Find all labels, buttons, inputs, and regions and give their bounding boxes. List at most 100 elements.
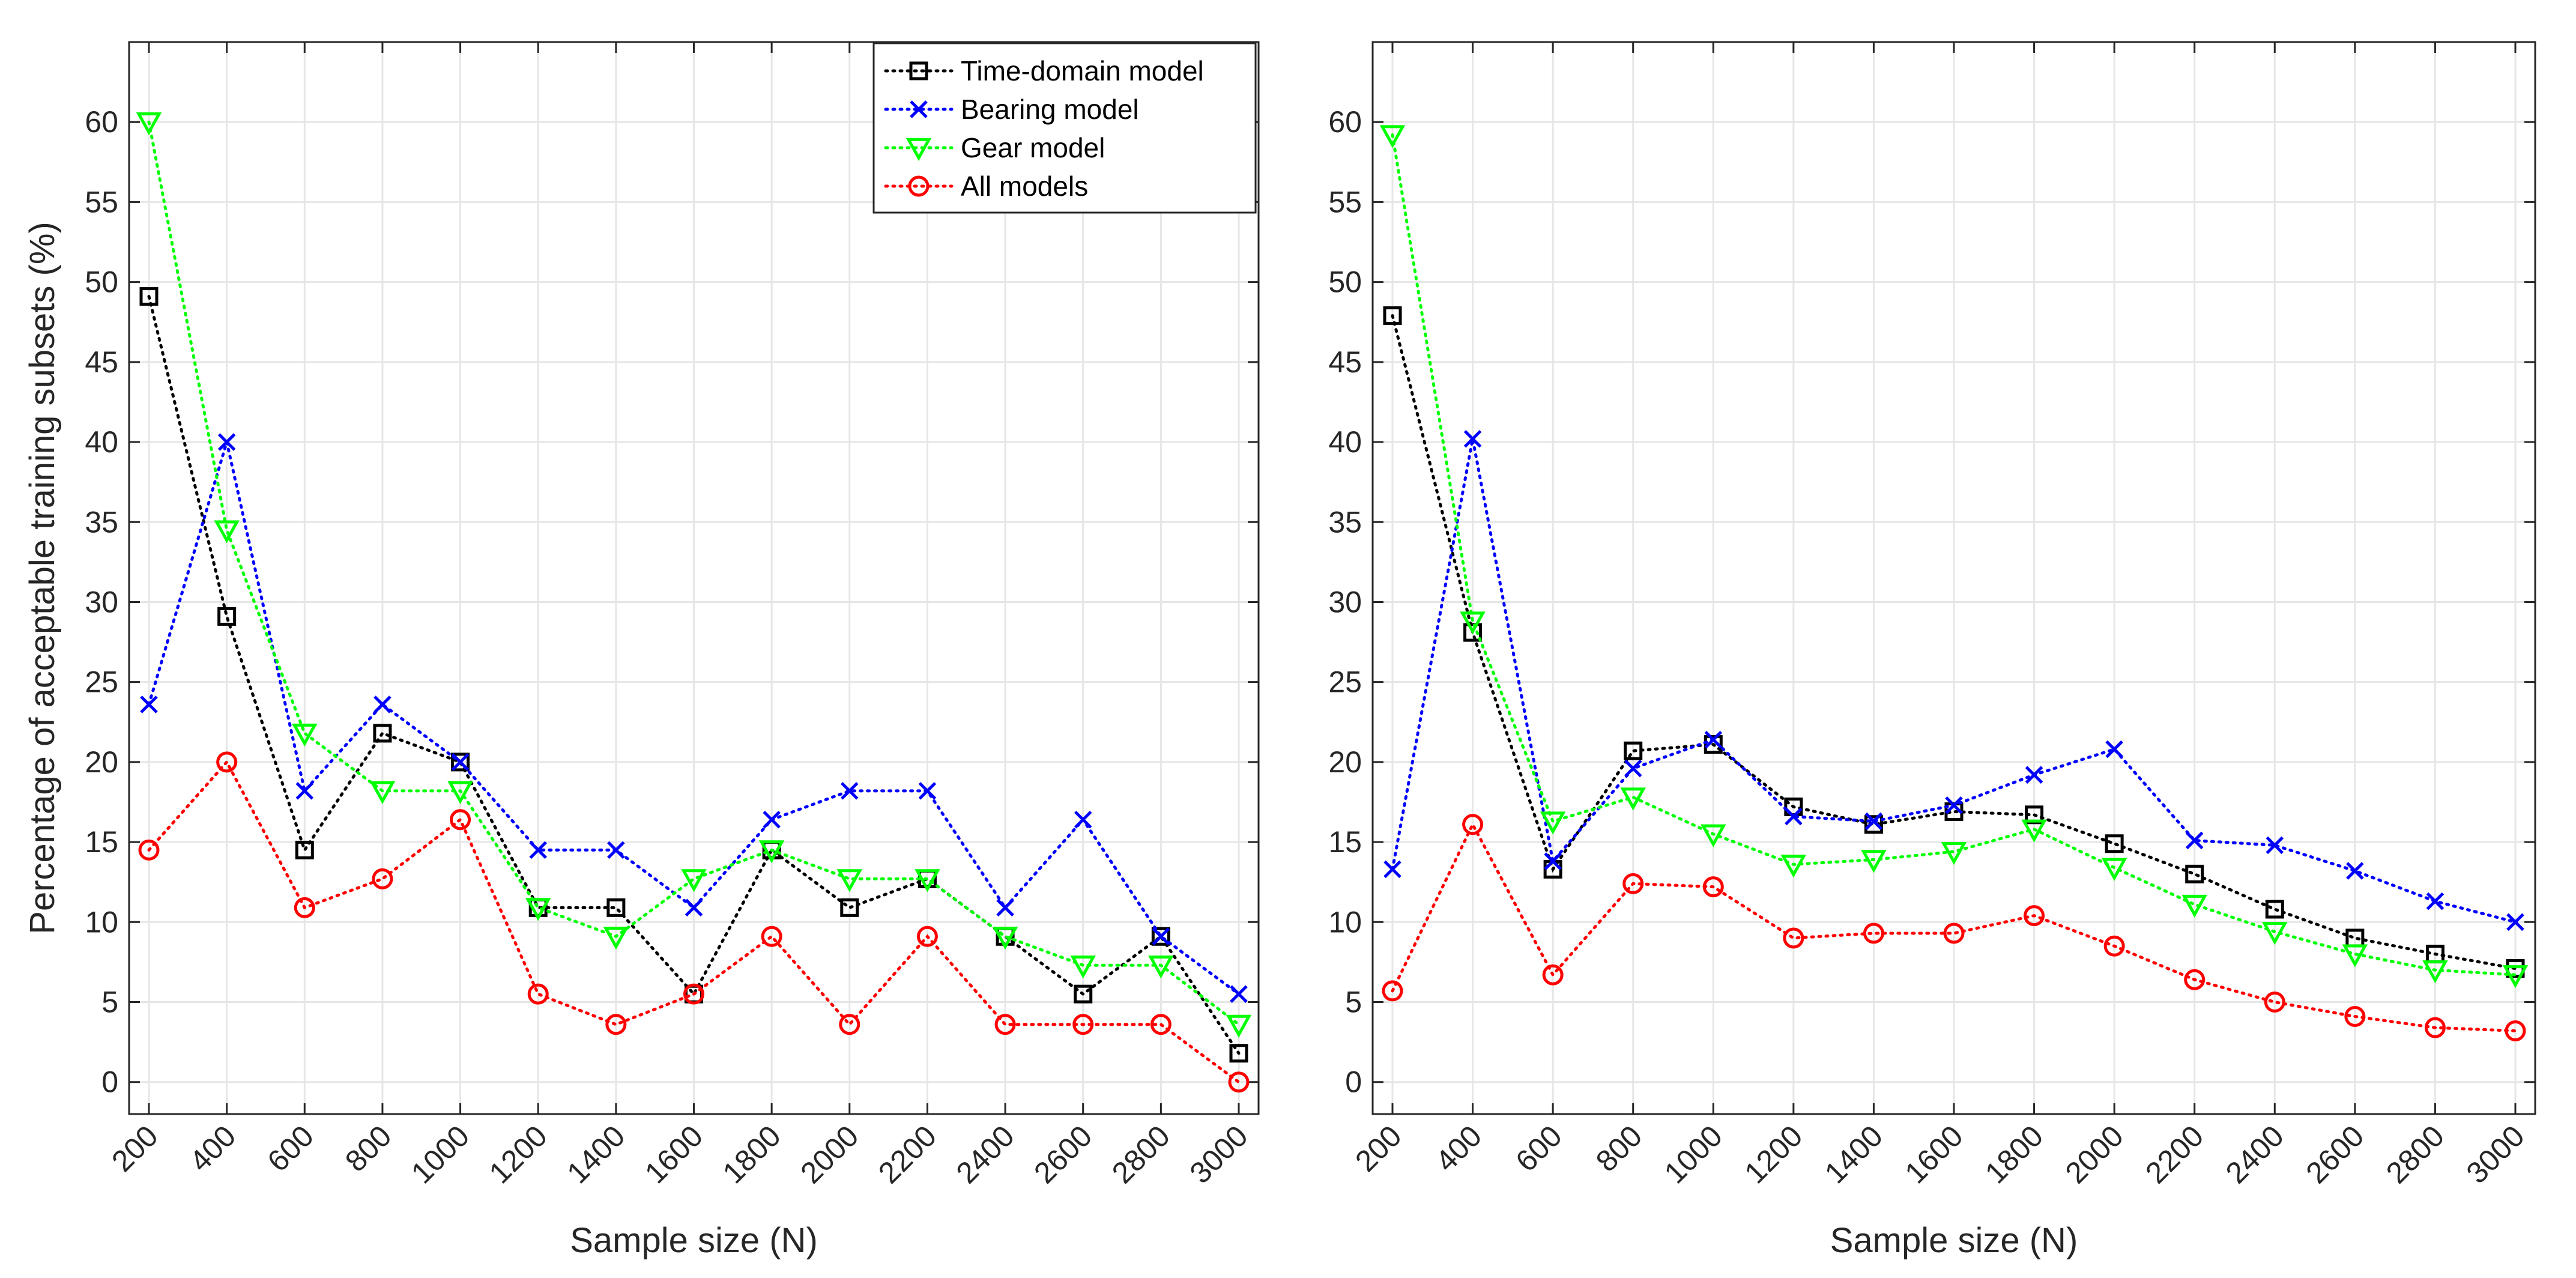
data-point	[1864, 815, 1883, 834]
x-tick-label: 1800	[1979, 1119, 2049, 1190]
data-point	[916, 925, 938, 947]
y-tick-label: 30	[1328, 585, 1362, 619]
y-tick-label: 15	[1328, 825, 1362, 859]
x-tick-label: 600	[261, 1119, 320, 1178]
data-point	[1383, 306, 1402, 326]
data-point	[1544, 852, 1562, 870]
data-point	[1228, 1071, 1250, 1093]
x-tick-label: 2600	[2299, 1119, 2370, 1190]
legend-label: Gear model	[961, 132, 1105, 163]
x-tick-label: 2000	[2059, 1119, 2130, 1190]
y-tick-label: 35	[85, 505, 118, 539]
data-point	[761, 925, 782, 947]
data-point	[758, 840, 785, 864]
data-point	[2506, 913, 2524, 931]
series-line	[1391, 821, 2517, 1032]
data-point	[1150, 1014, 1172, 1035]
data-point	[1382, 980, 1403, 1002]
data-point	[915, 869, 940, 892]
data-point	[1542, 964, 1564, 986]
data-point	[1148, 955, 1174, 979]
data-point	[1783, 927, 1804, 949]
legend-marker	[910, 100, 928, 118]
data-point	[1463, 623, 1483, 642]
data-point	[606, 898, 626, 917]
data-point	[529, 841, 547, 859]
data-point	[1230, 985, 1248, 1003]
data-point	[2021, 819, 2047, 843]
y-tick-label: 35	[1328, 505, 1362, 539]
data-point	[841, 782, 859, 800]
y-tick-label: 15	[85, 825, 118, 859]
data-point	[2025, 766, 2043, 784]
x-tick-label: 3000	[1184, 1119, 1254, 1190]
x-tick-label: 1400	[1818, 1119, 1889, 1190]
data-point	[2025, 805, 2044, 825]
data-point	[1701, 824, 1726, 847]
data-point	[1463, 429, 1482, 448]
data-point	[1785, 807, 1803, 826]
series-line	[147, 295, 1241, 1055]
data-point	[217, 607, 237, 626]
y-tick-label: 5	[101, 986, 118, 1019]
x-tick-label: 1000	[1658, 1119, 1729, 1190]
data-point	[996, 898, 1014, 917]
data-point	[447, 781, 473, 804]
data-point	[2103, 935, 2125, 957]
data-point	[1704, 735, 1723, 754]
series-all-models	[1382, 814, 2526, 1041]
x-tick-label: 1800	[716, 1119, 787, 1190]
data-point	[2185, 831, 2204, 850]
data-point	[1704, 730, 1723, 749]
data-point	[2265, 900, 2284, 919]
x-tick-label: 2000	[794, 1119, 865, 1190]
y-tick-label: 55	[1328, 185, 1362, 219]
data-point	[685, 898, 703, 917]
y-tick-label: 50	[1328, 265, 1362, 299]
data-point	[1074, 984, 1093, 1004]
data-point	[451, 753, 470, 771]
y-tick-label: 5	[1345, 986, 1362, 1019]
data-point	[372, 868, 393, 889]
y-axis-label: Percentage of acceptable training subset…	[23, 222, 62, 934]
x-tick-label: 1400	[560, 1119, 631, 1190]
data-point	[1945, 796, 1963, 814]
x-tick-label: 400	[1429, 1119, 1489, 1178]
y-tick-label: 0	[1345, 1065, 1362, 1099]
x-tick-label: 200	[105, 1119, 165, 1178]
x-tick-label: 600	[1509, 1119, 1568, 1178]
series-bearing-model	[1383, 429, 2524, 931]
right-chart-panel: 200 400 600 800 1000 1200 1400 1600 1800 2000 2200…	[1328, 41, 2536, 1260]
data-point	[2422, 960, 2448, 984]
legend-marker	[909, 61, 928, 80]
data-point	[295, 782, 314, 800]
data-point	[1070, 955, 1096, 979]
x-tick-label: 2400	[2219, 1119, 2290, 1190]
x-tick-label: 2200	[872, 1119, 943, 1190]
data-point	[2502, 965, 2529, 989]
x-axis-label: Sample size (N)	[1830, 1221, 2078, 1260]
y-tick-label: 50	[85, 265, 118, 299]
y-tick-label: 25	[1328, 665, 1362, 699]
data-point	[1622, 873, 1644, 894]
data-point	[373, 724, 392, 743]
data-point	[450, 809, 471, 831]
data-point	[527, 983, 549, 1005]
data-point	[373, 695, 392, 713]
data-point	[994, 1014, 1016, 1035]
data-point	[1229, 1044, 1248, 1063]
x-tick-label: 2800	[2380, 1119, 2451, 1190]
x-tick-label: 2800	[1105, 1119, 1176, 1190]
series-line	[147, 759, 1241, 1084]
y-tick-label: 20	[1328, 745, 1362, 779]
x-tick-label: 1200	[483, 1119, 554, 1190]
data-point	[140, 695, 158, 713]
data-point	[1383, 860, 1401, 879]
data-point	[2344, 1005, 2366, 1027]
series-all-models	[138, 751, 1250, 1093]
data-point	[2505, 1020, 2526, 1041]
y-tick-label: 40	[85, 425, 118, 459]
x-tick-label: 1600	[1899, 1119, 1970, 1190]
y-tick-label: 60	[1328, 105, 1362, 139]
x-tick-label: 200	[1349, 1119, 1408, 1178]
